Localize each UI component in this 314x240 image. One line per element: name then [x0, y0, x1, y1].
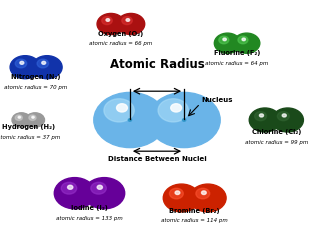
Circle shape [175, 191, 180, 194]
Circle shape [54, 178, 95, 209]
Circle shape [277, 112, 289, 121]
Circle shape [116, 104, 127, 112]
Text: Hydrogen (H₂): Hydrogen (H₂) [2, 124, 55, 130]
Circle shape [238, 36, 248, 44]
Text: atomic radius = 114 pm: atomic radius = 114 pm [161, 218, 228, 223]
Text: Chlorine (Cl₂): Chlorine (Cl₂) [252, 129, 301, 135]
Circle shape [249, 108, 281, 132]
Text: atomic radius = 70 pm: atomic radius = 70 pm [4, 84, 68, 90]
Circle shape [182, 119, 186, 121]
Circle shape [282, 114, 286, 117]
Circle shape [32, 116, 34, 118]
Circle shape [15, 59, 27, 68]
Circle shape [12, 113, 31, 127]
Circle shape [61, 182, 77, 194]
Circle shape [214, 33, 241, 53]
Circle shape [117, 13, 145, 35]
Circle shape [32, 56, 62, 79]
Circle shape [91, 182, 106, 194]
Text: Nitrogen (N₂): Nitrogen (N₂) [11, 74, 61, 80]
Circle shape [170, 188, 183, 199]
Text: Oxygen (O₂): Oxygen (O₂) [98, 31, 143, 37]
Circle shape [272, 108, 303, 132]
Circle shape [126, 19, 130, 21]
Circle shape [163, 184, 200, 212]
Circle shape [128, 119, 132, 121]
Text: Atomic Radius: Atomic Radius [110, 58, 204, 71]
Circle shape [29, 115, 36, 120]
Circle shape [20, 61, 24, 64]
Circle shape [15, 115, 22, 120]
Circle shape [37, 59, 49, 68]
Circle shape [202, 191, 206, 194]
Text: atomic radius = 66 pm: atomic radius = 66 pm [89, 41, 153, 46]
Circle shape [223, 38, 226, 41]
Circle shape [68, 185, 73, 189]
Circle shape [94, 92, 166, 148]
Text: atomic radius = 37 pm: atomic radius = 37 pm [0, 135, 60, 140]
Circle shape [242, 38, 246, 41]
Text: Nucleus: Nucleus [201, 97, 233, 103]
Circle shape [26, 113, 45, 127]
Text: atomic radius = 133 pm: atomic radius = 133 pm [56, 216, 123, 221]
Circle shape [233, 33, 260, 53]
Circle shape [158, 99, 188, 122]
Circle shape [148, 92, 220, 148]
Circle shape [196, 188, 210, 199]
Circle shape [10, 56, 40, 79]
Circle shape [171, 104, 181, 112]
Circle shape [97, 13, 125, 35]
Circle shape [104, 99, 134, 122]
Circle shape [255, 112, 267, 121]
Text: Distance Between Nuclei: Distance Between Nuclei [108, 156, 206, 162]
Circle shape [219, 36, 229, 44]
Circle shape [259, 114, 263, 117]
Circle shape [106, 19, 110, 21]
Circle shape [122, 17, 132, 25]
Text: Bromine (Br₂): Bromine (Br₂) [169, 208, 220, 214]
Text: atomic radius = 99 pm: atomic radius = 99 pm [245, 140, 308, 145]
Circle shape [190, 184, 226, 212]
Circle shape [97, 185, 102, 189]
Text: Iodine (I₂): Iodine (I₂) [71, 205, 108, 211]
Circle shape [42, 61, 46, 64]
Circle shape [18, 116, 21, 118]
Text: atomic radius = 64 pm: atomic radius = 64 pm [205, 60, 269, 66]
Circle shape [102, 17, 112, 25]
Circle shape [84, 178, 125, 209]
Text: Fluorine (F₂): Fluorine (F₂) [214, 50, 260, 56]
